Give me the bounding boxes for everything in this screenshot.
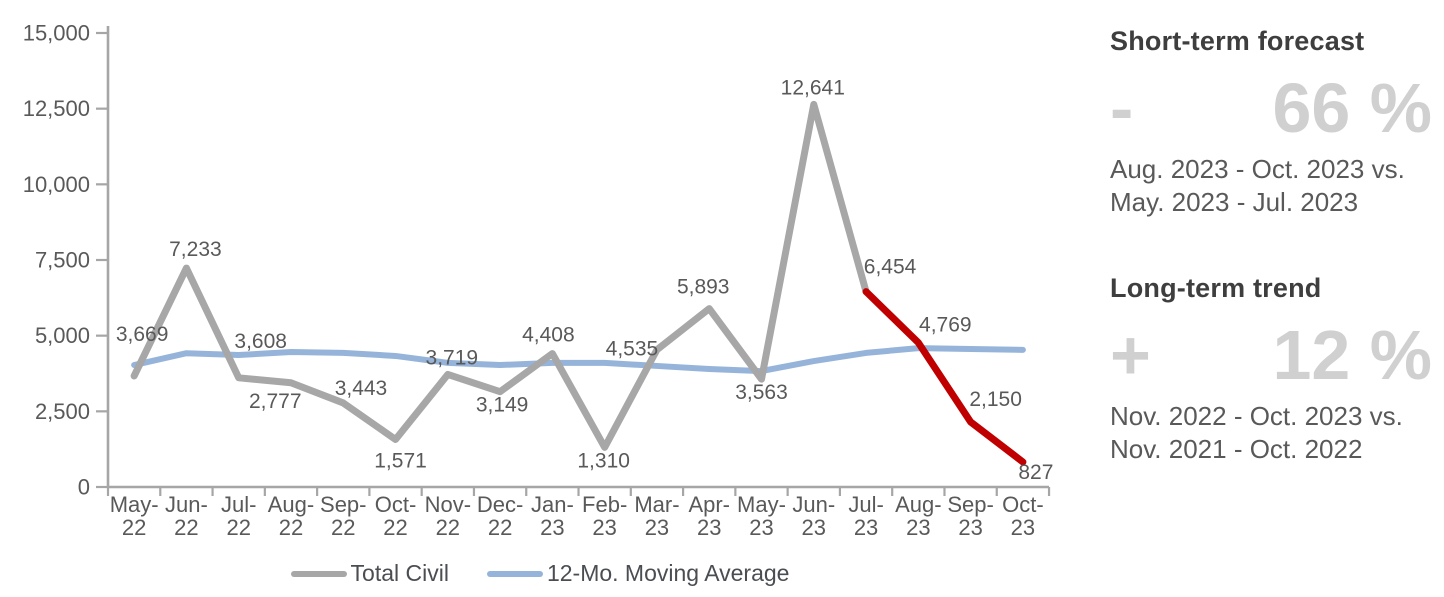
x-tick-label-month: Jun-: [165, 492, 208, 517]
chart-legend: Total Civil 12-Mo. Moving Average: [0, 560, 1080, 587]
x-tick-label-month: Sep-: [320, 492, 366, 517]
y-tick-label: 5,000: [35, 323, 90, 348]
forecast-line: [862, 288, 1027, 466]
x-tick-label-month: Jul-: [848, 492, 883, 517]
x-tick-label-year: 22: [331, 515, 355, 540]
legend-label: 12-Mo. Moving Average: [546, 560, 790, 586]
x-tick-label-year: 22: [122, 515, 146, 540]
data-label: 3,719: [426, 346, 479, 369]
y-tick-label: 10,000: [23, 172, 90, 197]
long-term-periods: Nov. 2022 - Oct. 2023 vs. Nov. 2021 - Oc…: [1110, 400, 1434, 466]
y-tick-label: 2,500: [35, 399, 90, 424]
moving-average-line-sample: [486, 570, 543, 577]
x-tick-label-year: 22: [174, 515, 198, 540]
data-label: 1,310: [577, 449, 630, 472]
period-line: Nov. 2021 - Oct. 2022: [1110, 434, 1363, 464]
x-tick-label-year: 23: [645, 515, 669, 540]
data-label: 3,443: [335, 377, 388, 400]
x-tick-label-month: Sep-: [947, 492, 993, 517]
x-tick-label-year: 23: [958, 515, 982, 540]
summary-panel: Short-term forecast - 66 % Aug. 2023 - O…: [1080, 0, 1444, 597]
total-civil-line-sample: [290, 570, 347, 577]
long-term-percent: 12 %: [1272, 316, 1432, 394]
long-term-trend-block: Long-term trend + 12 % Nov. 2022 - Oct. …: [1110, 273, 1434, 466]
x-tick-label-month: Mar-: [634, 492, 679, 517]
x-tick-label-year: 23: [802, 515, 826, 540]
period-line: Nov. 2022 - Oct. 2023 vs.: [1110, 401, 1403, 431]
y-tick-label: 7,500: [35, 248, 90, 273]
data-label: 4,535: [606, 338, 659, 361]
x-tick-label-month: Jul-: [221, 492, 256, 517]
x-tick-label-month: Feb-: [582, 492, 627, 517]
data-label: 6,454: [864, 256, 917, 279]
short-term-forecast-title: Short-term forecast: [1110, 26, 1365, 56]
minus-sign: -: [1110, 69, 1134, 147]
x-tick-label-year: 23: [749, 515, 773, 540]
long-term-change: + 12 %: [1110, 320, 1434, 390]
legend-label: Total Civil: [350, 560, 449, 586]
short-term-periods: Aug. 2023 - Oct. 2023 vs. May. 2023 - Ju…: [1110, 153, 1434, 219]
x-tick-label-year: 22: [488, 515, 512, 540]
x-tick-label-month: Jan-: [531, 492, 574, 517]
long-term-trend-title: Long-term trend: [1110, 273, 1322, 303]
data-label: 12,641: [781, 76, 845, 99]
period-line: Aug. 2023 - Oct. 2023 vs.: [1110, 154, 1405, 184]
data-label: 1,571: [374, 449, 427, 472]
x-tick-label-year: 23: [1011, 515, 1035, 540]
x-tick-label-month: Aug-: [268, 492, 314, 517]
short-term-change: - 66 %: [1110, 73, 1434, 143]
data-label: 827: [1018, 461, 1053, 484]
y-tick-label: 0: [78, 475, 90, 500]
actual-line: [130, 100, 870, 451]
data-label: 4,408: [522, 324, 575, 347]
legend-item-moving-average: 12-Mo. Moving Average: [486, 560, 790, 587]
chart-panel: 0 2,500 5,000 7,500 10,000 12,500 15,000 May- 22…: [0, 21, 1080, 587]
x-tick-label-month: Oct-: [375, 492, 417, 517]
trend-line-chart: 02,5005,0007,50010,00012,50015,000May-22…: [23, 21, 1054, 541]
data-label: 3,149: [476, 394, 529, 417]
x-tick-label-year: 22: [436, 515, 460, 540]
short-term-forecast-block: Short-term forecast - 66 % Aug. 2023 - O…: [1110, 26, 1434, 219]
short-term-percent: 66 %: [1272, 69, 1432, 147]
data-label: 7,233: [169, 238, 222, 261]
plus-sign: +: [1110, 316, 1151, 394]
data-label: 5,893: [677, 276, 730, 299]
x-tick-label-month: Nov-: [425, 492, 471, 517]
y-tick-label: 12,500: [23, 96, 90, 121]
data-label: 2,150: [969, 388, 1022, 411]
moving-average-line: [131, 345, 1026, 375]
x-tick-label-year: 23: [854, 515, 878, 540]
x-tick-label-month: May-: [110, 492, 159, 517]
x-tick-label-month: Jun-: [792, 492, 835, 517]
x-tick-label-month: Oct-: [1002, 492, 1044, 517]
x-tick-label-month: Dec-: [477, 492, 523, 517]
x-tick-label-year: 22: [383, 515, 407, 540]
data-label: 4,769: [919, 314, 972, 337]
data-label: 3,563: [735, 381, 788, 404]
x-tick-label-month: Aug-: [895, 492, 941, 517]
data-label: 3,669: [116, 323, 169, 346]
legend-item-total-civil: Total Civil: [290, 560, 449, 587]
y-tick-label: 15,000: [23, 21, 90, 46]
data-label: 3,608: [234, 330, 287, 353]
x-tick-label-year: 23: [540, 515, 564, 540]
x-tick-label-year: 23: [592, 515, 616, 540]
x-tick-label-year: 23: [697, 515, 721, 540]
x-tick-label-year: 22: [226, 515, 250, 540]
x-tick-label-year: 22: [279, 515, 303, 540]
x-tick-label-year: 23: [906, 515, 930, 540]
x-tick-label-month: Apr-: [688, 492, 730, 517]
data-label: 2,777: [249, 390, 302, 413]
period-line: May. 2023 - Jul. 2023: [1110, 187, 1359, 217]
x-tick-label-month: May-: [737, 492, 786, 517]
